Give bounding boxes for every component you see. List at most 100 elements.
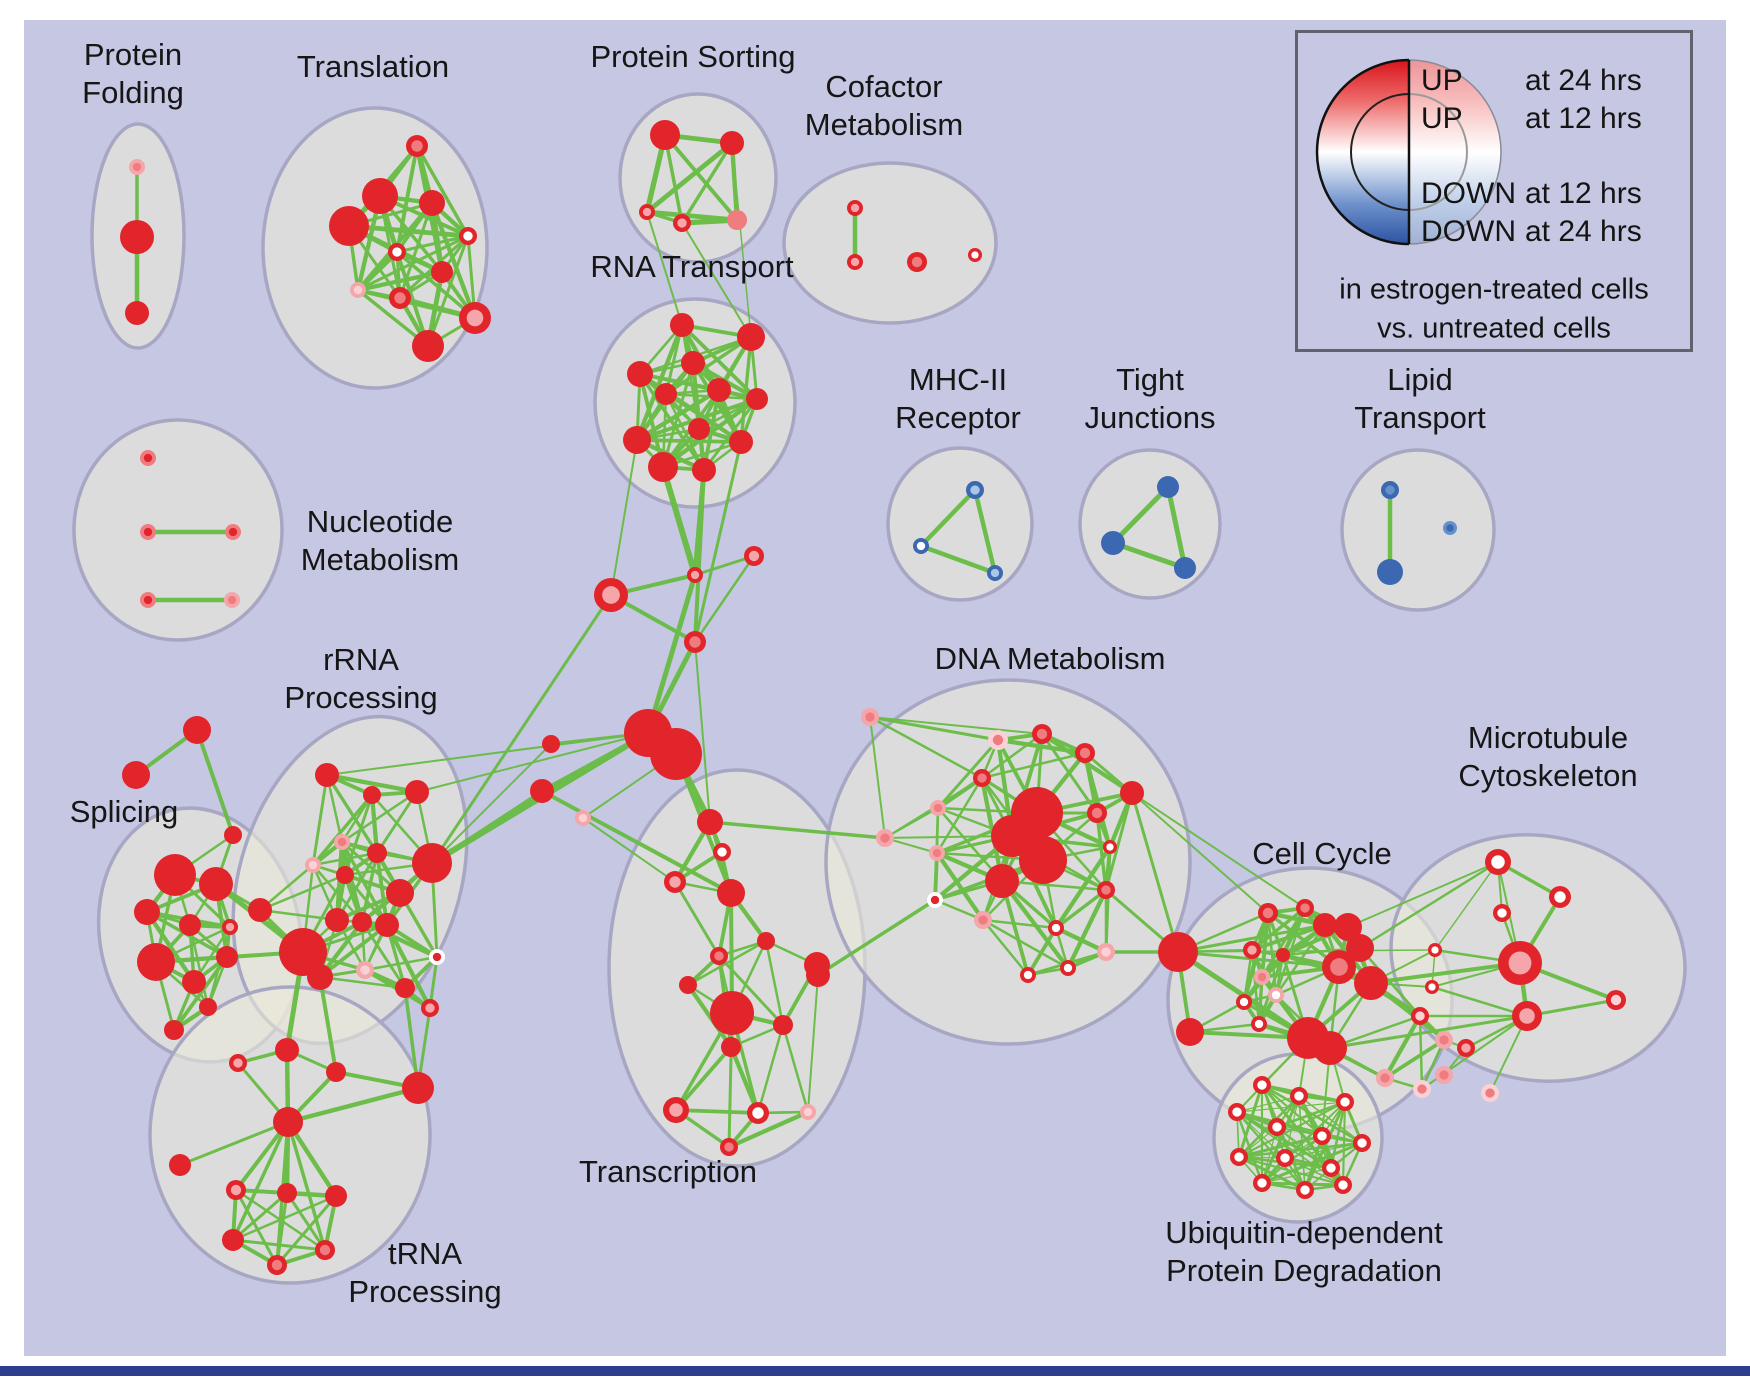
gene-node [1019,836,1067,884]
gene-node-core [392,247,402,257]
cluster-label-ub: Ubiquitin-dependent Protein Degradation [1165,1215,1443,1288]
interaction-edge [694,641,711,823]
gene-node-core [1439,1070,1449,1080]
gene-node [363,786,381,804]
gene-node-core [916,541,926,551]
gene-node [216,946,238,968]
interaction-edge [318,923,389,979]
gene-node-core [978,915,988,925]
gene-nodes [120,120,1626,1275]
interaction-edge [285,1085,421,1125]
gene-node [648,452,678,482]
interaction-edge [693,554,756,644]
gene-node-core [1508,951,1532,975]
interaction-edge [646,211,683,326]
interaction-edge [869,716,886,839]
updown-legend-icon [1315,58,1502,246]
interaction-edge [318,975,407,990]
gene-node-core [143,527,153,537]
gene-node-core [1300,903,1310,913]
cluster-label-tl: Translation [297,49,449,84]
gene-node [326,1062,346,1082]
interaction-edge [311,851,379,867]
gene-node-core [1294,1091,1304,1101]
cluster-label-dm: DNA Metabolism [935,641,1166,676]
gene-node [1346,934,1374,962]
gene-node [277,1183,297,1203]
interaction-edge [674,1108,760,1115]
gene-node-core [132,162,142,172]
gene-node-core [1079,747,1091,759]
gene-node [199,998,217,1016]
gene-node [688,418,710,440]
interaction-edge [680,141,734,225]
gene-node [1158,932,1198,972]
gene-node-core [394,292,406,304]
interaction-edge [1176,950,1341,969]
interaction-edge [1525,998,1618,1018]
gene-node [710,991,754,1035]
gene-node [707,378,731,402]
gene-node-core [228,527,238,537]
interaction-edge [340,790,419,844]
gene-node-core [850,257,860,267]
interaction-edge [884,835,1013,839]
interaction-edge [1347,861,1499,928]
gene-node-core [319,1244,331,1256]
gene-node-core [1330,958,1348,976]
interaction-edge [663,133,739,222]
gene-node-core [1101,947,1111,957]
cluster-ellipse-tj [1078,448,1222,600]
interaction-edge [1095,811,1108,892]
gene-node [729,430,753,454]
interaction-edge [1065,887,1109,971]
gene-node-core [642,207,652,217]
gene-node [1377,559,1403,585]
interaction-edge [231,1191,289,1242]
interaction-edge [918,487,978,549]
gene-node-core [1326,1163,1336,1173]
legend-down-12-time: at 12 hrs [1525,177,1642,210]
gene-node [405,780,429,804]
legend-down-24-label: DOWN [1421,215,1516,248]
gene-node [670,313,694,337]
gene-node [650,120,680,150]
gene-node [757,932,775,950]
interaction-edge [1275,1100,1347,1129]
gene-node [679,976,697,994]
interaction-edge [680,323,759,401]
interaction-edge [429,200,478,321]
legend-down-12-label: DOWN [1421,177,1516,210]
interaction-edge [234,1188,279,1267]
interaction-edge [610,439,638,596]
gene-node-core [1446,524,1454,532]
interaction-edge [1418,1014,1424,1091]
interaction-edge [1382,1013,1423,1081]
gene-node-core [1051,923,1061,933]
interaction-edge [764,939,785,1027]
interaction-edge [360,920,407,990]
gene-node-core [977,773,987,783]
gene-node-core [992,734,1004,746]
interaction-edge [258,908,339,922]
gene-node [655,383,677,405]
cluster-ellipse-cf [782,161,998,325]
interaction-edge [430,789,544,865]
interaction-edge [936,738,1000,810]
interaction-edge [1237,1155,1345,1187]
gene-node-core [1247,945,1257,955]
gene-node [412,843,452,883]
interaction-edge [1328,1014,1529,1050]
legend-up-12-label: UP [1421,102,1463,135]
interaction-edge [395,250,477,320]
gene-node-core [308,860,318,870]
cluster-label-cc: Cell Cycle [1252,836,1392,871]
interaction-edges [134,132,1618,1267]
interaction-edge [673,880,721,958]
gene-node-core [1317,1131,1327,1141]
cluster-labels: Protein Folding Translation Protein Sorting… [70,37,1638,1309]
gene-node-core [1271,990,1281,1000]
gene-node-core [143,453,153,463]
interaction-edge [884,837,938,854]
